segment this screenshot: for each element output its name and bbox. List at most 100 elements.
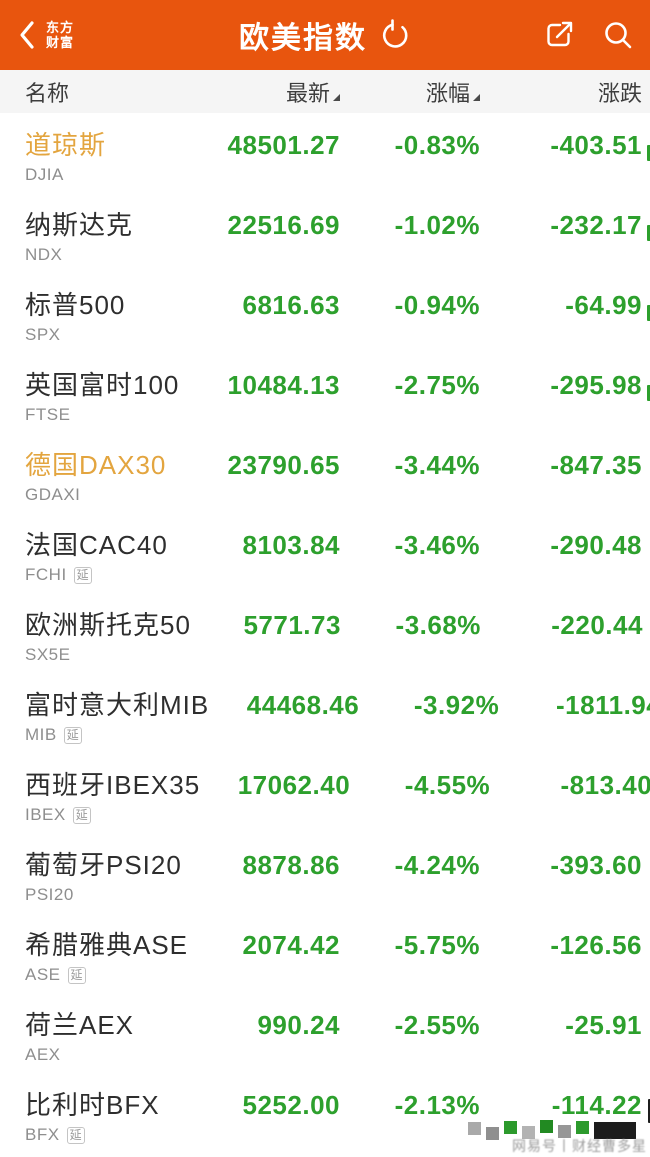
delay-badge: 延	[67, 966, 86, 984]
table-row-aex[interactable]: 荷兰AEX AEX 990.24 -2.55% -25.91	[0, 993, 650, 1073]
clipped-next-column-sliver	[647, 305, 650, 321]
change-pct-value: -2.13%	[394, 1089, 480, 1120]
search-button[interactable]	[602, 19, 634, 51]
chevron-left-icon	[20, 21, 34, 49]
table-column-header: 名称 最新 涨幅 涨跌	[0, 70, 650, 113]
index-name: 葡萄牙PSI20	[25, 850, 182, 880]
share-button[interactable]	[542, 18, 576, 52]
latest-value: 22516.69	[227, 209, 340, 240]
change-pct-value: -1.02%	[394, 209, 480, 240]
change-pct-value: -3.46%	[394, 529, 480, 560]
index-code: MIB	[25, 725, 57, 744]
table-row-djia[interactable]: 道琼斯 DJIA 48501.27 -0.83% -403.51	[0, 113, 650, 193]
table-row-fchi[interactable]: 法国CAC40 FCHI 延 8103.84 -3.46% -290.48	[0, 513, 650, 593]
latest-value: 17062.40	[237, 769, 351, 800]
table-row-mib[interactable]: 富时意大利MIB MIB 延 44468.46 -3.92% -1811.94	[0, 673, 650, 753]
change-pct-value: -2.75%	[394, 369, 480, 400]
latest-value: 990.24	[257, 1009, 340, 1040]
latest-value: 2074.42	[242, 929, 340, 960]
table-row-gdaxi[interactable]: 德国DAX30 GDAXI 23790.65 -3.44% -847.35	[0, 433, 650, 513]
change-value: -1811.94	[556, 689, 650, 720]
refresh-button[interactable]	[379, 19, 411, 51]
change-value: -114.22	[551, 1089, 642, 1120]
refresh-icon	[383, 19, 408, 48]
table-row-ase[interactable]: 希腊雅典ASE ASE 延 2074.42 -5.75% -126.56	[0, 913, 650, 993]
delay-badge: 延	[73, 566, 92, 584]
change-pct-value: -4.24%	[394, 849, 480, 880]
logo-line1: 东方	[46, 20, 75, 35]
index-code: SX5E	[25, 645, 71, 664]
table-row-ibex[interactable]: 西班牙IBEX35 IBEX 延 17062.40 -4.55% -813.40	[0, 753, 650, 833]
table-row-ndx[interactable]: 纳斯达克 NDX 22516.69 -1.02% -232.17	[0, 193, 650, 273]
search-icon	[605, 22, 632, 49]
latest-value: 48501.27	[227, 129, 340, 160]
clipped-next-column-sliver	[647, 225, 650, 241]
change-value: -295.98	[550, 369, 642, 400]
index-code: AEX	[25, 1045, 61, 1064]
delay-badge: 延	[66, 1126, 85, 1144]
index-list: 道琼斯 DJIA 48501.27 -0.83% -403.51 纳斯达克 ND…	[0, 113, 650, 1153]
index-name: 荷兰AEX	[25, 1010, 135, 1040]
latest-value: 5771.73	[243, 609, 341, 640]
change-pct-value: -3.92%	[413, 689, 500, 720]
table-row-ftse[interactable]: 英国富时100 FTSE 10484.13 -2.75% -295.98	[0, 353, 650, 433]
index-code: FTSE	[25, 405, 71, 424]
index-code: NDX	[25, 245, 63, 264]
index-name: 道琼斯	[25, 130, 107, 160]
index-code: FCHI	[25, 565, 67, 584]
logo-line2: 财富	[46, 35, 75, 50]
delay-badge: 延	[72, 806, 91, 824]
column-change-sort[interactable]: 涨跌	[597, 80, 642, 106]
column-name: 名称	[25, 80, 70, 106]
index-name: 富时意大利MIB	[25, 690, 210, 720]
change-value: -64.99	[565, 289, 642, 320]
index-code: DJIA	[25, 165, 64, 184]
table-row-bfx[interactable]: 比利时BFX BFX 延 5252.00 -2.13% -114.22	[0, 1073, 650, 1153]
table-row-psi20[interactable]: 葡萄牙PSI20 PSI20 8878.86 -4.24% -393.60	[0, 833, 650, 913]
index-code: IBEX	[25, 805, 66, 824]
column-latest-sort[interactable]: 最新	[190, 76, 340, 108]
change-pct-value: -3.68%	[395, 609, 481, 640]
latest-value: 10484.13	[227, 369, 340, 400]
change-pct-value: -5.75%	[394, 929, 480, 960]
latest-value: 8878.86	[242, 849, 340, 880]
column-change-pct-sort[interactable]: 涨幅	[340, 76, 480, 108]
change-pct-value: -4.55%	[404, 769, 491, 800]
index-name: 西班牙IBEX35	[25, 770, 201, 800]
watermark-text: 网易号丨财经曹多星	[512, 1138, 647, 1154]
change-value: -393.60	[550, 849, 642, 880]
share-external-icon	[547, 21, 573, 47]
eastmoney-logo: 东方 财富	[46, 20, 74, 50]
watermark-mosaic	[468, 1118, 636, 1140]
index-name: 希腊雅典ASE	[25, 930, 189, 960]
change-value: -290.48	[550, 529, 642, 560]
table-row-spx[interactable]: 标普500 SPX 6816.63 -0.94% -64.99	[0, 273, 650, 353]
latest-value: 23790.65	[227, 449, 340, 480]
change-value: -813.40	[560, 769, 650, 800]
change-value: -847.35	[550, 449, 642, 480]
change-value: -232.17	[550, 209, 642, 240]
index-code: ASE	[25, 965, 61, 984]
table-row-sx5e[interactable]: 欧洲斯托克50 SX5E 5771.73 -3.68% -220.44	[0, 593, 650, 673]
index-name: 法国CAC40	[25, 530, 168, 560]
change-pct-value: -0.83%	[394, 129, 480, 160]
latest-value: 44468.46	[246, 689, 360, 720]
clipped-next-column-sliver	[647, 385, 650, 401]
index-name: 德国DAX30	[25, 450, 167, 480]
index-code: BFX	[25, 1125, 60, 1144]
index-name: 比利时BFX	[25, 1090, 160, 1120]
sort-triangle-icon	[333, 93, 340, 101]
index-code: GDAXI	[25, 485, 81, 504]
latest-value: 5252.00	[242, 1089, 340, 1120]
app-bar: 东方 财富 欧美指数	[0, 0, 650, 70]
back-button[interactable]	[12, 15, 42, 55]
change-value: -220.44	[551, 609, 643, 640]
change-pct-value: -0.94%	[394, 289, 480, 320]
clipped-next-column-sliver	[648, 1099, 650, 1123]
latest-value: 6816.63	[242, 289, 340, 320]
sort-triangle-icon	[473, 93, 480, 101]
latest-value: 8103.84	[242, 529, 340, 560]
change-pct-value: -2.55%	[394, 1009, 480, 1040]
delay-badge: 延	[63, 726, 82, 744]
